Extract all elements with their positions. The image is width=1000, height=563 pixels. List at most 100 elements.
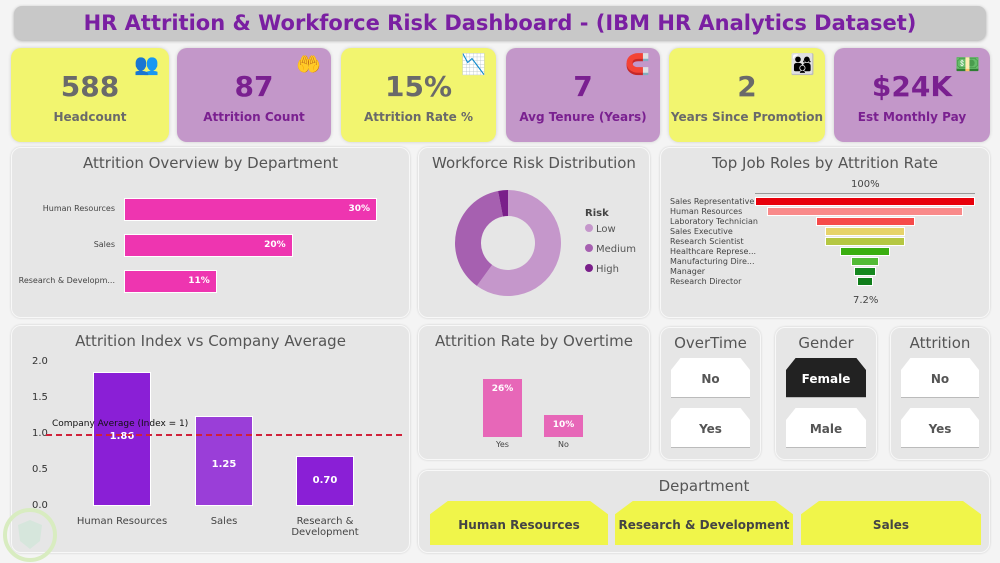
company-average-line	[46, 434, 402, 436]
kpi-label: Attrition Count	[203, 110, 305, 124]
dept-bar: 11%	[124, 270, 217, 293]
funnel-label: Research Scientist	[670, 237, 744, 246]
magnet-people-icon: 🧲	[625, 52, 650, 76]
legend-swatch	[585, 224, 593, 232]
overtime-bar: 26%	[483, 379, 522, 437]
funnel-label: Human Resources	[670, 207, 743, 216]
funnel-bar	[850, 257, 880, 266]
legend-label: Low	[596, 224, 616, 235]
funnel-bar	[755, 197, 975, 206]
slicer-option-yes[interactable]: Yes	[901, 408, 979, 448]
attrition-slicer: Attrition No Yes	[890, 327, 990, 460]
bar-value-label: 30%	[348, 204, 370, 214]
y-tick-label: 1.5	[32, 392, 48, 403]
x-category-label: Research & Development	[291, 516, 359, 538]
donut-slice-high[interactable]	[498, 190, 508, 217]
funnel-label: Research Director	[670, 277, 742, 286]
slicer-title: Department	[658, 477, 750, 495]
chart-title: Top Job Roles by Attrition Rate	[711, 154, 939, 172]
funnel-top-label: 100%	[851, 179, 880, 190]
kpi-label: Est Monthly Pay	[857, 110, 967, 124]
index-bar: 1.25	[195, 416, 253, 506]
donut-chart	[455, 190, 561, 296]
slicer-title: OverTime	[674, 334, 747, 352]
risk-distribution-chart: Workforce Risk Distribution Risk Low Medium…	[418, 147, 650, 318]
kpi-label: Attrition Rate %	[363, 110, 474, 124]
funnel-label: Sales Representative	[670, 197, 755, 206]
kpi-years-since-promotion: 👨‍👩‍👦 2 Years Since Promotion	[669, 48, 825, 142]
department-option-hr[interactable]: Human Resources	[430, 501, 608, 545]
funnel-label: Manager	[670, 267, 706, 276]
y-tick-label: 0.5	[32, 464, 48, 475]
bar-value-label: 26%	[491, 384, 514, 395]
funnel-bar	[854, 267, 876, 276]
legend-swatch	[585, 264, 593, 272]
job-role-funnel-chart: Top Job Roles by Attrition Rate 100% Sales…	[660, 147, 990, 318]
x-category-label: Sales	[210, 516, 238, 527]
funnel-label: Healthcare Represe...	[670, 247, 757, 256]
bar-value-label: 20%	[264, 240, 286, 250]
kpi-value: 588	[60, 70, 120, 103]
chart-title: Attrition Rate by Overtime	[435, 332, 633, 350]
legend-item[interactable]: High	[585, 264, 619, 275]
kpi-value: $24K	[871, 70, 953, 103]
department-option-rd[interactable]: Research & Development	[615, 501, 793, 545]
overtime-attrition-chart: Attrition Rate by Overtime 26% Yes 10% No	[418, 325, 650, 460]
funnel-bar	[767, 207, 963, 216]
funnel-bar	[825, 227, 905, 236]
department-slicer: Department Human Resources Research & De…	[418, 470, 990, 553]
kpi-label: Avg Tenure (Years)	[519, 110, 647, 124]
funnel-bar	[857, 277, 873, 286]
bar-value-label: 11%	[188, 276, 210, 286]
x-category-label: Human Resources	[76, 516, 168, 527]
y-tick-label: 1.0	[32, 428, 48, 439]
slicer-title: Attrition	[909, 334, 971, 352]
kpi-avg-tenure: 🧲 7 Avg Tenure (Years)	[506, 48, 660, 142]
bar-label: Human Resources	[42, 204, 115, 213]
legend-label: Medium	[596, 244, 636, 255]
slicer-option-no[interactable]: No	[901, 358, 979, 398]
slicer-option-male[interactable]: Male	[786, 408, 866, 448]
slicer-option-no[interactable]: No	[671, 358, 750, 398]
kpi-value: 87	[234, 70, 274, 103]
chart-title: Attrition Index vs Company Average	[75, 332, 346, 350]
funnel-bar	[839, 247, 891, 256]
watermark-logo	[3, 508, 57, 562]
dept-bar: 20%	[124, 234, 293, 257]
legend-label: High	[596, 264, 619, 275]
y-tick-label: 2.0	[32, 356, 48, 367]
funnel-top-bracket	[755, 193, 975, 194]
dept-attrition-chart: Attrition Overview by Department Human Re…	[11, 147, 410, 318]
legend-item[interactable]: Medium	[585, 244, 636, 255]
legend-item[interactable]: Low	[585, 224, 616, 235]
y-tick-label: 0.0	[32, 500, 48, 511]
kpi-headcount: 👥 588 Headcount	[11, 48, 169, 142]
bar-value-label: 1.25	[211, 459, 237, 470]
index-bar: 0.70	[296, 455, 354, 506]
bar-value-label: 0.70	[312, 474, 338, 486]
slicer-title: Gender	[798, 334, 854, 352]
chart-title: Attrition Overview by Department	[83, 154, 338, 172]
kpi-label: Headcount	[53, 110, 127, 124]
hand-person-icon: 🤲	[296, 52, 321, 76]
x-category-label: Yes	[496, 440, 509, 449]
slicer-option-yes[interactable]: Yes	[671, 408, 750, 448]
overtime-bar: 10%	[544, 414, 583, 437]
kpi-monthly-pay: 💵 $24K Est Monthly Pay	[834, 48, 990, 142]
bar-label: Research & Developm...	[18, 276, 115, 285]
kpi-label: Years Since Promotion	[670, 110, 824, 124]
funnel-bar	[825, 237, 905, 246]
donut-slice-low[interactable]	[476, 190, 561, 296]
declining-chart-icon: 📉	[461, 52, 486, 76]
slicer-option-female[interactable]: Female	[786, 358, 866, 398]
funnel-bottom-label: 7.2%	[853, 295, 879, 306]
funnel-bar	[815, 217, 915, 226]
overtime-slicer: OverTime No Yes	[660, 327, 761, 460]
people-search-icon: 👥	[134, 52, 159, 76]
donut-slice-medium[interactable]	[455, 190, 503, 286]
dashboard-title: HR Attrition & Workforce Risk Dashboard …	[14, 6, 986, 40]
department-option-sales[interactable]: Sales	[801, 501, 981, 545]
funnel-label: Sales Executive	[670, 227, 733, 236]
chart-title: Workforce Risk Distribution	[432, 154, 636, 172]
bar-label: Sales	[93, 240, 115, 249]
